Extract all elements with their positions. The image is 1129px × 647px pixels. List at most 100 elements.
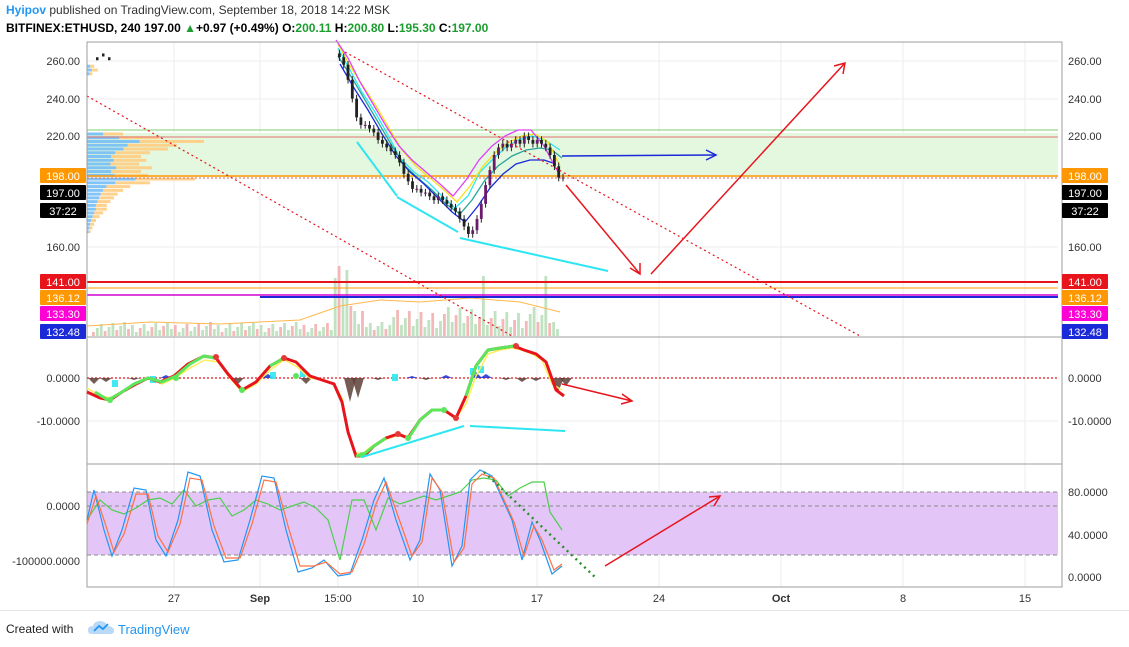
mom-right-tick-1: -10.0000 [1068,416,1111,428]
price-label-box-0-0[interactable] [40,168,86,183]
volume-bar-13 [142,324,146,336]
cyan-line-3[interactable] [459,237,609,272]
candle-0 [338,53,341,58]
candle-2 [346,64,350,80]
cyan-line-1[interactable] [356,141,398,197]
right-tick-3: 160.00 [1068,242,1102,254]
candle-52 [561,177,565,179]
profile-bar-19 [87,192,101,196]
price-label-text-1-0: 197.00 [46,188,80,200]
arrow-red-momentum[interactable] [561,383,634,405]
profile-bar-up-15 [135,177,195,181]
tradingview-link[interactable]: TradingView [118,622,190,637]
volume-bar-1 [95,328,99,336]
volume-bar-111 [524,321,528,336]
candle-43 [522,136,526,144]
candle-46 [535,139,539,144]
momentum-hist-11 [420,378,432,380]
price-label-box-3-1[interactable] [1062,274,1108,289]
early-candle-0 [96,57,99,61]
price-label-box-6-1[interactable] [1062,324,1108,339]
price-label-box-5-0[interactable] [40,306,86,321]
price-label-box-1-0[interactable] [40,185,86,200]
candle-7 [368,124,371,129]
volume-bar-86 [427,320,431,336]
volume-bar-20 [170,329,173,336]
price-label-box-4-0[interactable] [40,290,86,305]
price-label-text-1-1: 197.00 [1068,188,1102,200]
created-with-text: Created with [6,622,74,636]
volume-bar-103 [493,311,497,336]
arrow-red-stoch[interactable] [604,495,722,567]
price-label-box-1-1[interactable] [1062,185,1108,200]
mom-right-tick-0: 0.0000 [1068,373,1102,385]
volume-bar-34 [224,328,228,336]
profile-bar-5 [87,139,140,143]
time-tick-0: 27 [168,593,180,605]
cyan-div-line-1[interactable] [361,425,465,458]
volume-bar-73 [376,326,380,336]
left-tick-1: 240.00 [46,94,80,106]
price-change: +0.97 (+0.49%) [195,21,279,35]
price-label-box-3-0[interactable] [40,274,86,289]
last-price: 197.00 [144,21,181,35]
volume-bar-75 [384,329,388,336]
profile-bar-7 [87,147,124,151]
volume-bar-63 [337,266,341,336]
mom-left-tick-1: -10.0000 [37,416,80,428]
profile-bar-up-10 [113,158,147,162]
volume-bar-10 [131,325,134,336]
candle-20 [424,192,427,194]
candle-40 [510,143,513,148]
volume-bar-14 [146,331,150,336]
candle-19 [419,188,423,193]
ohlc-line: BITFINEX:ETHUSD, 240 197.00 ▲+0.97 (+0.4… [6,21,488,35]
volume-bar-30 [209,322,212,336]
volume-bar-49 [283,323,286,336]
candle-41 [514,139,518,144]
volume-bar-35 [228,324,232,336]
momentum-cyan-3 [300,370,306,377]
momentum-cyan-6 [478,366,484,373]
early-candle-2 [108,57,111,61]
stoch-orange-line [86,473,563,575]
descending-trendline-2[interactable] [344,51,861,337]
volume-bar-92 [450,322,454,336]
volume-bar-28 [201,330,204,336]
price-label-text-5-0: 133.30 [46,309,80,321]
volume-bar-117 [548,323,552,336]
stoch-dotted-trend[interactable] [483,471,597,579]
cyan-line-2[interactable] [396,196,459,233]
descending-trendline-1[interactable] [86,95,513,337]
price-label-box-2-0[interactable] [40,203,86,218]
time-tick-6: Oct [772,593,791,605]
symbol-label[interactable]: BITFINEX:ETHUSD, 240 [6,21,141,35]
volume-bar-27 [197,323,201,336]
price-label-box-5-1[interactable] [1062,306,1108,321]
price-label-box-2-1[interactable] [1062,203,1108,218]
arrow-red-down[interactable] [565,184,641,276]
price-label-box-0-1[interactable] [1062,168,1108,183]
volume-bar-99 [478,317,481,336]
profile-bar-8 [87,151,116,155]
arrow-red-up[interactable] [650,61,846,275]
cyan-div-line-2[interactable] [469,425,566,432]
author-link[interactable]: Hyipov [6,3,47,17]
volume-bar-0 [92,332,95,336]
profile-bar-up-24 [94,211,104,215]
chart-header: Hyipov published on TradingView.com, Sep… [0,0,1129,40]
candle-36 [492,155,496,171]
volume-profile [87,64,204,234]
purple-zone [87,492,1058,555]
right-price-axis: 260.00 240.00 220.00 160.00 0.0000 -10.0000 80… [1068,56,1111,584]
price-label-box-4-1[interactable] [1062,290,1108,305]
volume-bar-102 [489,318,493,336]
candle-39 [505,143,509,148]
price-label-box-6-0[interactable] [40,324,86,339]
profile-bar-up-6 [127,143,177,147]
profile-bar-28 [87,226,90,230]
chart-canvas[interactable]: 260.00 240.00 220.00 160.00 0.0000 -10.0000 0.… [0,0,1129,610]
profile-bar-4 [87,136,120,140]
arrow-blue-right[interactable] [561,149,718,161]
profile-bar-up-27 [90,222,95,226]
